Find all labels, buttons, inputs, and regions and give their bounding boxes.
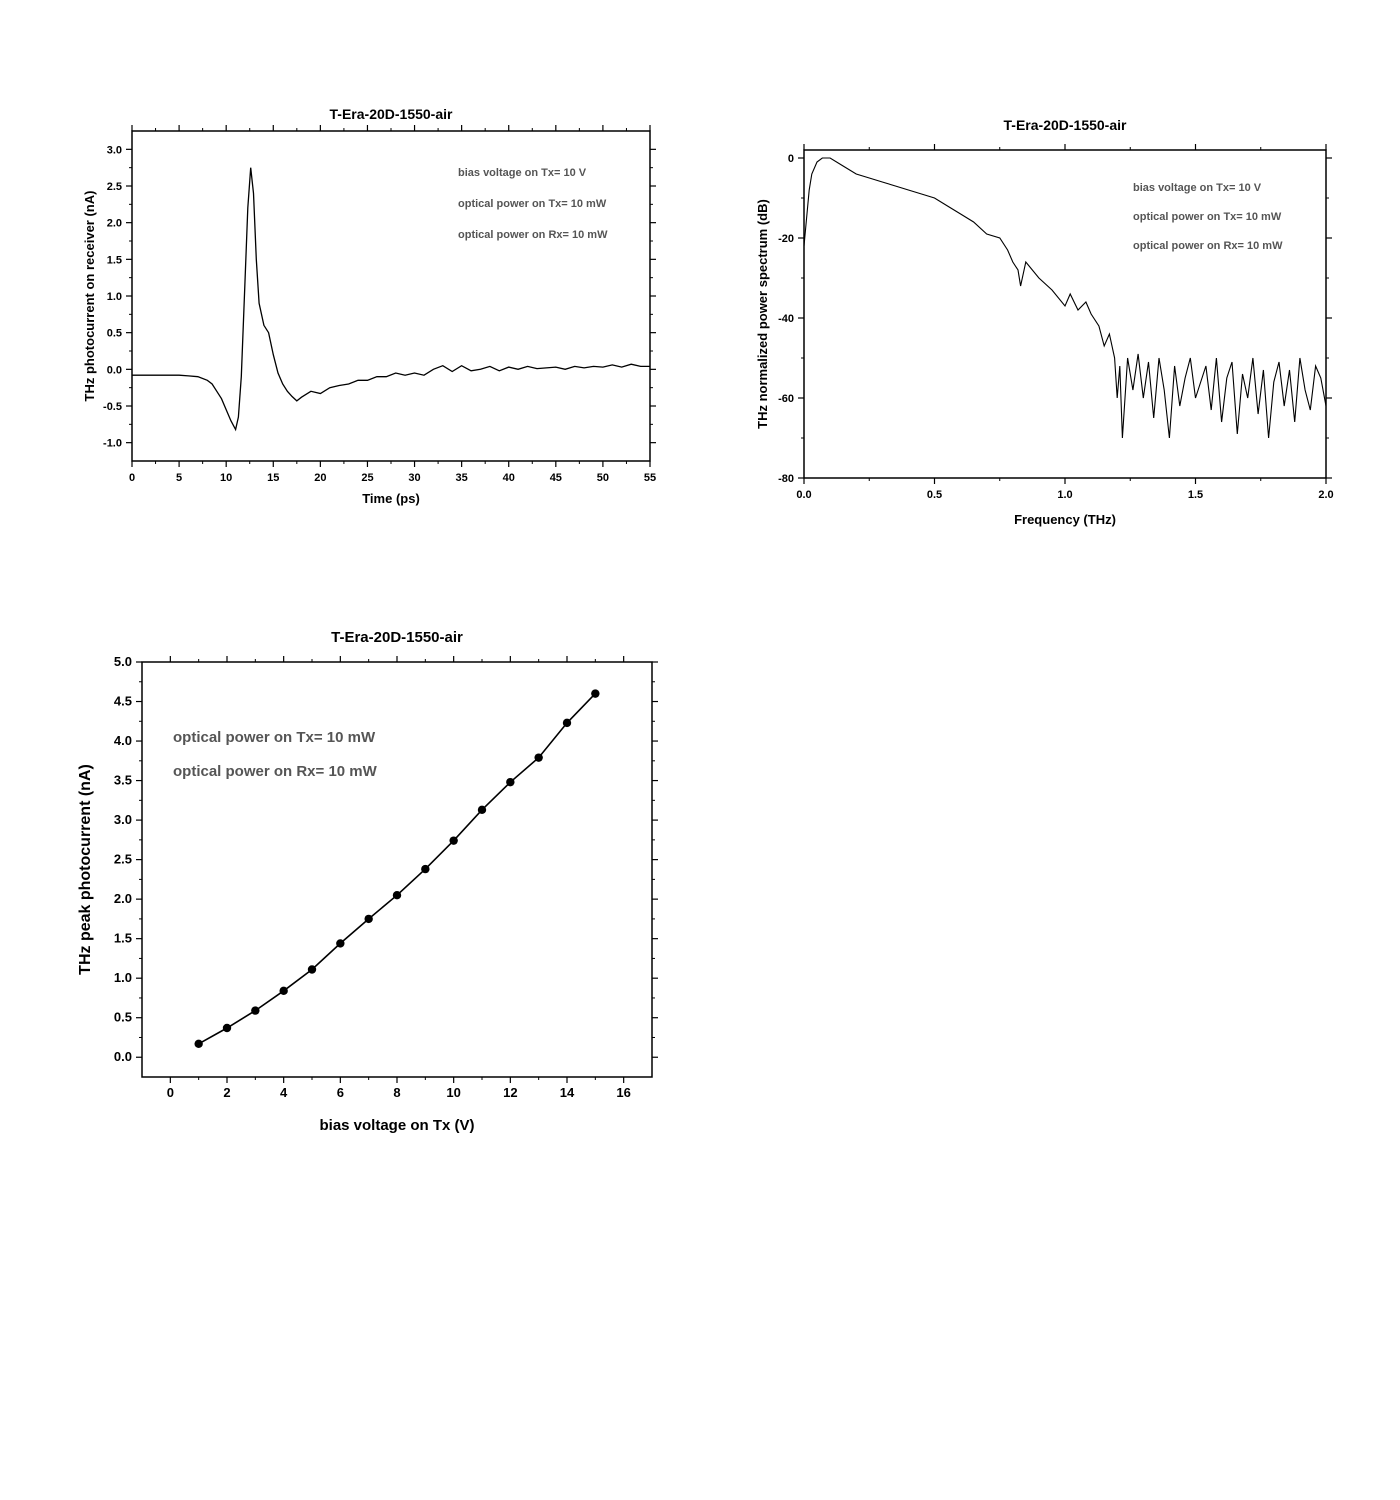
x-tick-label: 2 bbox=[223, 1085, 230, 1100]
y-tick-label: 2.0 bbox=[114, 891, 132, 906]
x-tick-label: 25 bbox=[361, 472, 373, 484]
x-tick-label: 35 bbox=[456, 472, 468, 484]
data-point bbox=[392, 890, 402, 900]
y-tick-label: 1.0 bbox=[107, 291, 122, 303]
x-tick-label: 0 bbox=[129, 472, 135, 484]
data-point bbox=[421, 864, 430, 874]
data-point bbox=[449, 836, 458, 845]
annotation-text: optical power on Tx= 10 mW bbox=[173, 729, 376, 746]
y-tick-label: 0.5 bbox=[114, 1010, 132, 1025]
y-tick-label: -1.0 bbox=[103, 438, 122, 450]
x-tick-label: 20 bbox=[314, 472, 326, 484]
chart-title: T-Era-20D-1550-air bbox=[331, 629, 463, 646]
y-tick-label: 2.5 bbox=[107, 181, 122, 193]
x-tick-label: 30 bbox=[408, 472, 420, 484]
x-tick-label: 2.0 bbox=[1318, 489, 1333, 501]
x-tick-label: 45 bbox=[550, 472, 562, 484]
y-tick-label: 1.0 bbox=[114, 970, 132, 985]
x-tick-label: 55 bbox=[644, 472, 656, 484]
x-tick-label: 4 bbox=[280, 1085, 288, 1100]
data-point bbox=[534, 753, 543, 762]
x-tick-label: 50 bbox=[597, 472, 609, 484]
y-tick-label: 2.0 bbox=[107, 218, 122, 230]
x-tick-label: 1.0 bbox=[1057, 489, 1072, 501]
y-tick-label: 1.5 bbox=[114, 931, 132, 946]
data-point bbox=[222, 1023, 232, 1033]
series-line bbox=[803, 157, 1327, 439]
x-tick-label: 8 bbox=[393, 1085, 400, 1100]
x-tick-label: 10 bbox=[446, 1085, 460, 1100]
annotation-text: optical power on Rx= 10 mW bbox=[458, 229, 608, 241]
y-tick-label: 5.0 bbox=[114, 654, 132, 669]
x-tick-label: 1.5 bbox=[1188, 489, 1203, 501]
x-tick-label: 14 bbox=[560, 1085, 575, 1100]
y-tick-label: -60 bbox=[778, 393, 794, 405]
annotation-text: optical power on Tx= 10 mW bbox=[1133, 211, 1282, 223]
chart-title: T-Era-20D-1550-air bbox=[330, 106, 454, 122]
y-tick-label: 2.5 bbox=[114, 852, 132, 867]
x-tick-label: 0.5 bbox=[927, 489, 942, 501]
y-tick-label: 4.0 bbox=[114, 733, 132, 748]
x-tick-label: 16 bbox=[616, 1085, 630, 1100]
y-axis-label: THz normalized power spectrum (dB) bbox=[755, 199, 770, 429]
x-tick-label: 12 bbox=[503, 1085, 517, 1100]
y-tick-label: 0 bbox=[788, 153, 794, 165]
annotation-text: optical power on Rx= 10 mW bbox=[173, 763, 378, 780]
y-tick-label: 4.5 bbox=[114, 694, 132, 709]
y-axis-label: THz photocurrent on receiver (nA) bbox=[82, 191, 97, 402]
y-tick-label: 1.5 bbox=[107, 254, 122, 266]
data-point bbox=[477, 805, 487, 815]
annotation-text: bias voltage on Tx= 10 V bbox=[1133, 182, 1262, 194]
data-point bbox=[194, 1039, 203, 1049]
y-tick-label: 3.5 bbox=[114, 773, 132, 788]
data-point bbox=[591, 689, 600, 698]
data-point bbox=[364, 914, 373, 924]
x-tick-label: 40 bbox=[503, 472, 515, 484]
data-point bbox=[279, 986, 288, 996]
y-axis-label: THz peak photocurrent (nA) bbox=[77, 764, 94, 975]
x-axis-label: Time (ps) bbox=[362, 491, 420, 506]
y-tick-label: -40 bbox=[778, 313, 794, 325]
series-line bbox=[198, 693, 596, 1045]
x-tick-label: 5 bbox=[176, 472, 182, 484]
x-tick-label: 10 bbox=[220, 472, 232, 484]
data-point bbox=[336, 939, 345, 948]
y-tick-label: 0.5 bbox=[107, 328, 122, 340]
annotation-text: optical power on Tx= 10 mW bbox=[458, 198, 607, 210]
data-point bbox=[506, 777, 515, 787]
y-tick-label: -0.5 bbox=[103, 401, 122, 413]
y-tick-label: 0.0 bbox=[107, 364, 122, 376]
x-axis-label: Frequency (THz) bbox=[1014, 512, 1116, 527]
annotation-text: bias voltage on Tx= 10 V bbox=[458, 167, 587, 179]
data-point bbox=[307, 965, 317, 974]
annotation-text: optical power on Rx= 10 mW bbox=[1133, 240, 1283, 252]
x-tick-label: 6 bbox=[337, 1085, 344, 1100]
y-tick-label: 3.0 bbox=[107, 144, 122, 156]
x-tick-label: 0.0 bbox=[796, 489, 811, 501]
y-tick-label: -20 bbox=[778, 233, 794, 245]
data-point bbox=[251, 1006, 260, 1015]
data-point bbox=[562, 718, 572, 728]
y-tick-label: -80 bbox=[778, 473, 794, 485]
x-tick-label: 0 bbox=[167, 1085, 174, 1100]
y-tick-label: 3.0 bbox=[114, 812, 132, 827]
x-tick-label: 15 bbox=[267, 472, 279, 484]
x-axis-label: bias voltage on Tx (V) bbox=[319, 1117, 474, 1134]
series-line bbox=[132, 167, 650, 432]
y-tick-label: 0.0 bbox=[114, 1049, 132, 1064]
chart-title: T-Era-20D-1550-air bbox=[1004, 117, 1128, 133]
plot-frame bbox=[141, 661, 653, 1078]
